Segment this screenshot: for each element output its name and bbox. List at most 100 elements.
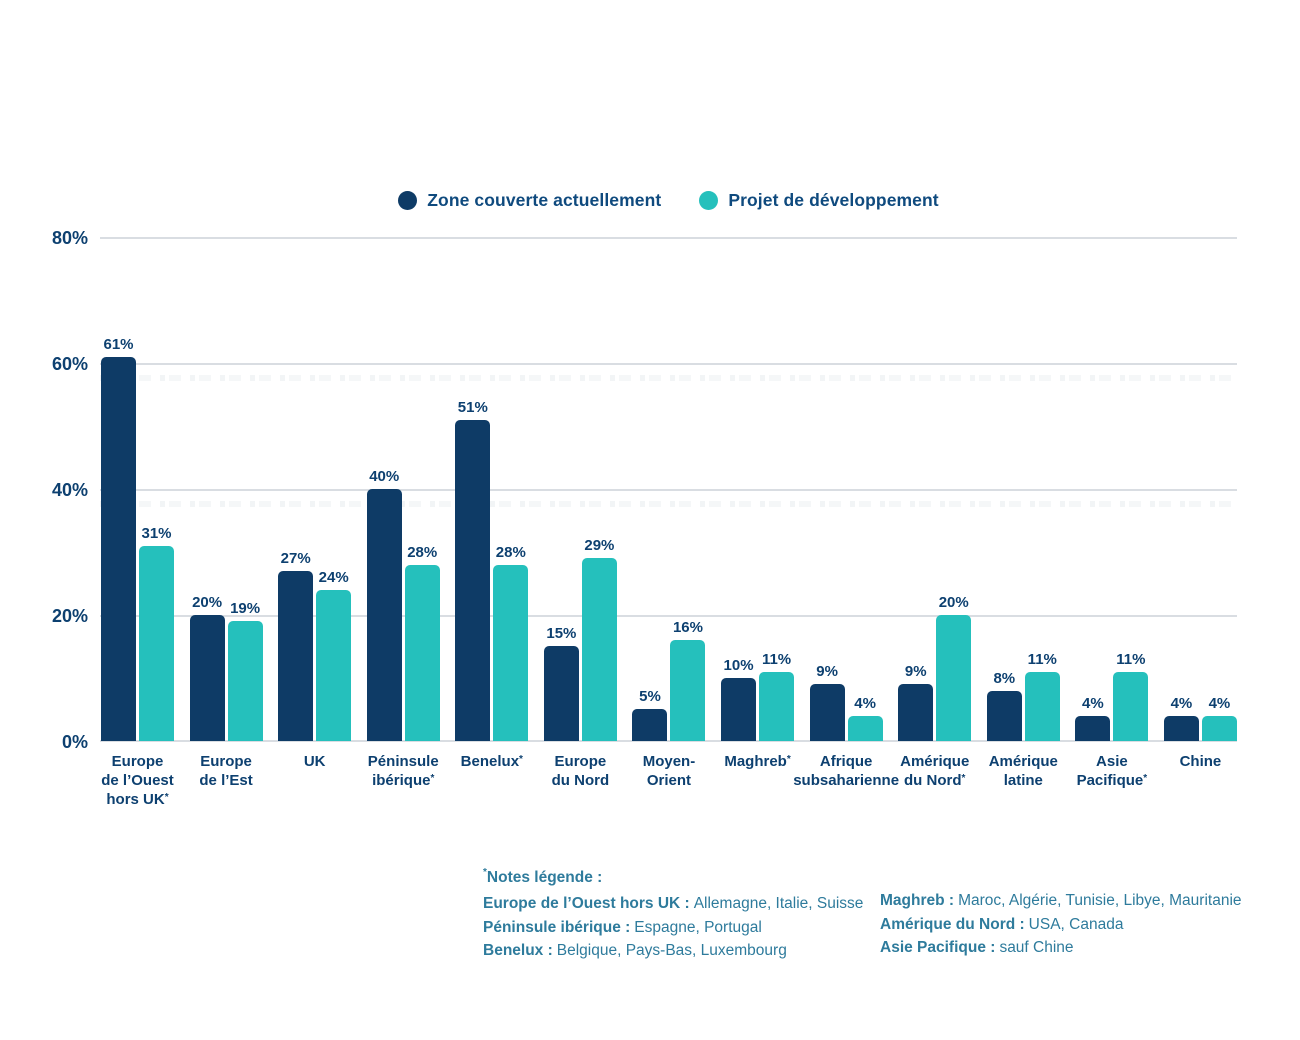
bar-value-label: 9% — [816, 663, 838, 680]
note-line: Benelux : Belgique, Pays-Bas, Luxembourg — [483, 943, 863, 959]
bar-projet-developpement: 28% — [493, 544, 529, 741]
gridline-20 — [100, 615, 1237, 617]
bar-value-label: 9% — [904, 663, 927, 680]
note-line: Asie Pacifique : sauf Chine — [880, 940, 1242, 956]
note-definition: Espagne, Portugal — [634, 918, 762, 936]
x-axis-label: Afrique subsaharienne — [793, 753, 900, 789]
note-line: Europe de l’Ouest hors UK : Allemagne, It… — [483, 896, 863, 912]
bar-projet-developpement: 11% — [1024, 651, 1060, 741]
bar-value-label: 4% — [854, 695, 876, 712]
x-axis-label: Amérique du Nord* — [900, 753, 970, 789]
bar-value-label: 11% — [1116, 651, 1146, 668]
bar-value-label: 4% — [1170, 695, 1193, 712]
gridline-40 — [100, 489, 1237, 491]
bar-value-label: 16% — [672, 619, 703, 636]
gridline-60 — [100, 363, 1237, 365]
bar-projet-developpement: 29% — [581, 537, 617, 741]
legend-dot-teal-icon — [699, 191, 719, 210]
plot-area: 61% 31% Europe de l’Ouest hors UK* 20% 19% Euro… — [100, 237, 1237, 808]
faint-dash-row — [100, 375, 1237, 381]
bar-group: 61% 31% Europe de l’Ouest hors UK* — [101, 336, 174, 808]
bar-zone-couverte: 8% — [986, 670, 1022, 741]
asterisk-marker: * — [483, 867, 487, 878]
bar-groups: 61% 31% Europe de l’Ouest hors UK* 20% 19% Euro… — [101, 237, 1237, 808]
note-definition: Allemagne, Italie, Suisse — [693, 895, 864, 912]
bar-value-label: 5% — [639, 688, 661, 705]
y-axis-tick-80: 80% — [51, 228, 88, 248]
bar-group: 9% 4% Afrique subsaharienne — [793, 663, 899, 789]
bar-value-label: 28% — [407, 544, 438, 561]
bar-zone-couverte: 20% — [189, 594, 225, 741]
bar-value-label: 4% — [1082, 695, 1104, 712]
legend-label: Projet de développement — [728, 190, 939, 210]
bar-group: 40% 28% Péninsule ibérique* — [366, 468, 440, 789]
note-definition: Maroc, Algérie, Tunisie, Libye, Mauritan… — [958, 892, 1242, 909]
bar-value-label: 11% — [761, 651, 792, 668]
bar-group: 9% 20% Amérique du Nord* — [898, 594, 972, 789]
bar-value-label: 19% — [230, 600, 261, 617]
bar-zone-couverte: 4% — [1075, 695, 1111, 741]
bar-value-label: 20% — [192, 594, 223, 611]
bar-projet-developpement: 31% — [139, 525, 174, 741]
note-term: Amérique du Nord : — [880, 915, 1025, 933]
bar-value-label: 24% — [318, 569, 349, 586]
note-definition: USA, Canada — [1028, 915, 1124, 933]
bar-value-label: 40% — [369, 468, 400, 485]
bar-projet-developpement: 11% — [759, 651, 795, 741]
gridline-0-baseline — [100, 740, 1237, 742]
x-axis-label: Maghreb* — [724, 753, 791, 770]
bar-zone-couverte: 5% — [632, 688, 668, 741]
bar-zone-couverte: 61% — [101, 336, 136, 741]
bar-value-label: 8% — [993, 670, 1016, 687]
y-axis-tick-20: 20% — [51, 606, 88, 626]
bar-projet-developpement: 20% — [936, 594, 972, 741]
legend-item-projet-developpement: Projet de développement — [699, 190, 939, 211]
bar-group: 51% 28% Benelux* — [455, 399, 529, 770]
asterisk-marker: * — [430, 773, 435, 784]
notes-title: *Notes légende : — [483, 867, 863, 887]
bar-zone-couverte: 40% — [366, 468, 402, 741]
bar-projet-developpement: 4% — [1201, 695, 1237, 741]
bar-value-label: 31% — [141, 525, 172, 542]
note-line: Amérique du Nord : USA, Canada — [880, 915, 1242, 933]
bar-group: 8% 11% Amérique latine — [986, 651, 1060, 789]
bar-zone-couverte: 9% — [898, 663, 934, 741]
note-definition: Belgique, Pays-Bas, Luxembourg — [556, 942, 787, 959]
bar-group: 20% 19% Europe de l’Est — [189, 594, 263, 789]
bar-zone-couverte: 27% — [278, 550, 314, 741]
bar-projet-developpement: 16% — [670, 619, 706, 741]
x-axis-label: Asie Pacifique* — [1076, 753, 1148, 789]
bar-zone-couverte: 4% — [1163, 695, 1199, 741]
note-term: Péninsule ibérique : — [483, 918, 631, 936]
gridline-80 — [100, 237, 1237, 239]
x-axis-label: Chine — [1179, 753, 1222, 770]
bar-group: 5% 16% Moyen- Orient — [632, 619, 706, 789]
note-term: Benelux : — [483, 942, 553, 959]
y-axis-tick-60: 60% — [51, 354, 88, 374]
legend-item-zone-couverte: Zone couverte actuellement — [398, 190, 661, 211]
note-term: Asie Pacifique : — [880, 939, 996, 956]
x-axis-label: UK — [303, 753, 326, 770]
bar-value-label: 28% — [495, 544, 526, 561]
notes-column-left: *Notes légende : Europe de l’Ouest hors … — [483, 867, 863, 967]
asterisk-marker: * — [1143, 773, 1148, 784]
asterisk-marker: * — [786, 754, 791, 765]
bar-zone-couverte: 51% — [455, 399, 491, 741]
bar-projet-developpement: 4% — [847, 695, 883, 741]
bar-group: 4% 4% Chine — [1163, 695, 1237, 770]
bar-value-label: 11% — [1027, 651, 1057, 668]
faint-dash-row — [100, 501, 1237, 507]
note-definition: sauf Chine — [999, 939, 1074, 956]
asterisk-marker: * — [164, 792, 169, 803]
bar-zone-couverte: 15% — [543, 625, 579, 741]
legend-label: Zone couverte actuellement — [427, 190, 662, 210]
bar-zone-couverte: 10% — [721, 657, 757, 741]
x-axis-label: Benelux* — [460, 753, 523, 770]
legend-dot-navy-icon — [398, 191, 418, 210]
bar-projet-developpement: 11% — [1113, 651, 1149, 741]
bar-zone-couverte: 9% — [809, 663, 845, 741]
y-axis-tick-40: 40% — [51, 480, 88, 500]
bar-projet-developpement: 28% — [404, 544, 440, 741]
x-axis-label: Amérique latine — [988, 753, 1058, 789]
